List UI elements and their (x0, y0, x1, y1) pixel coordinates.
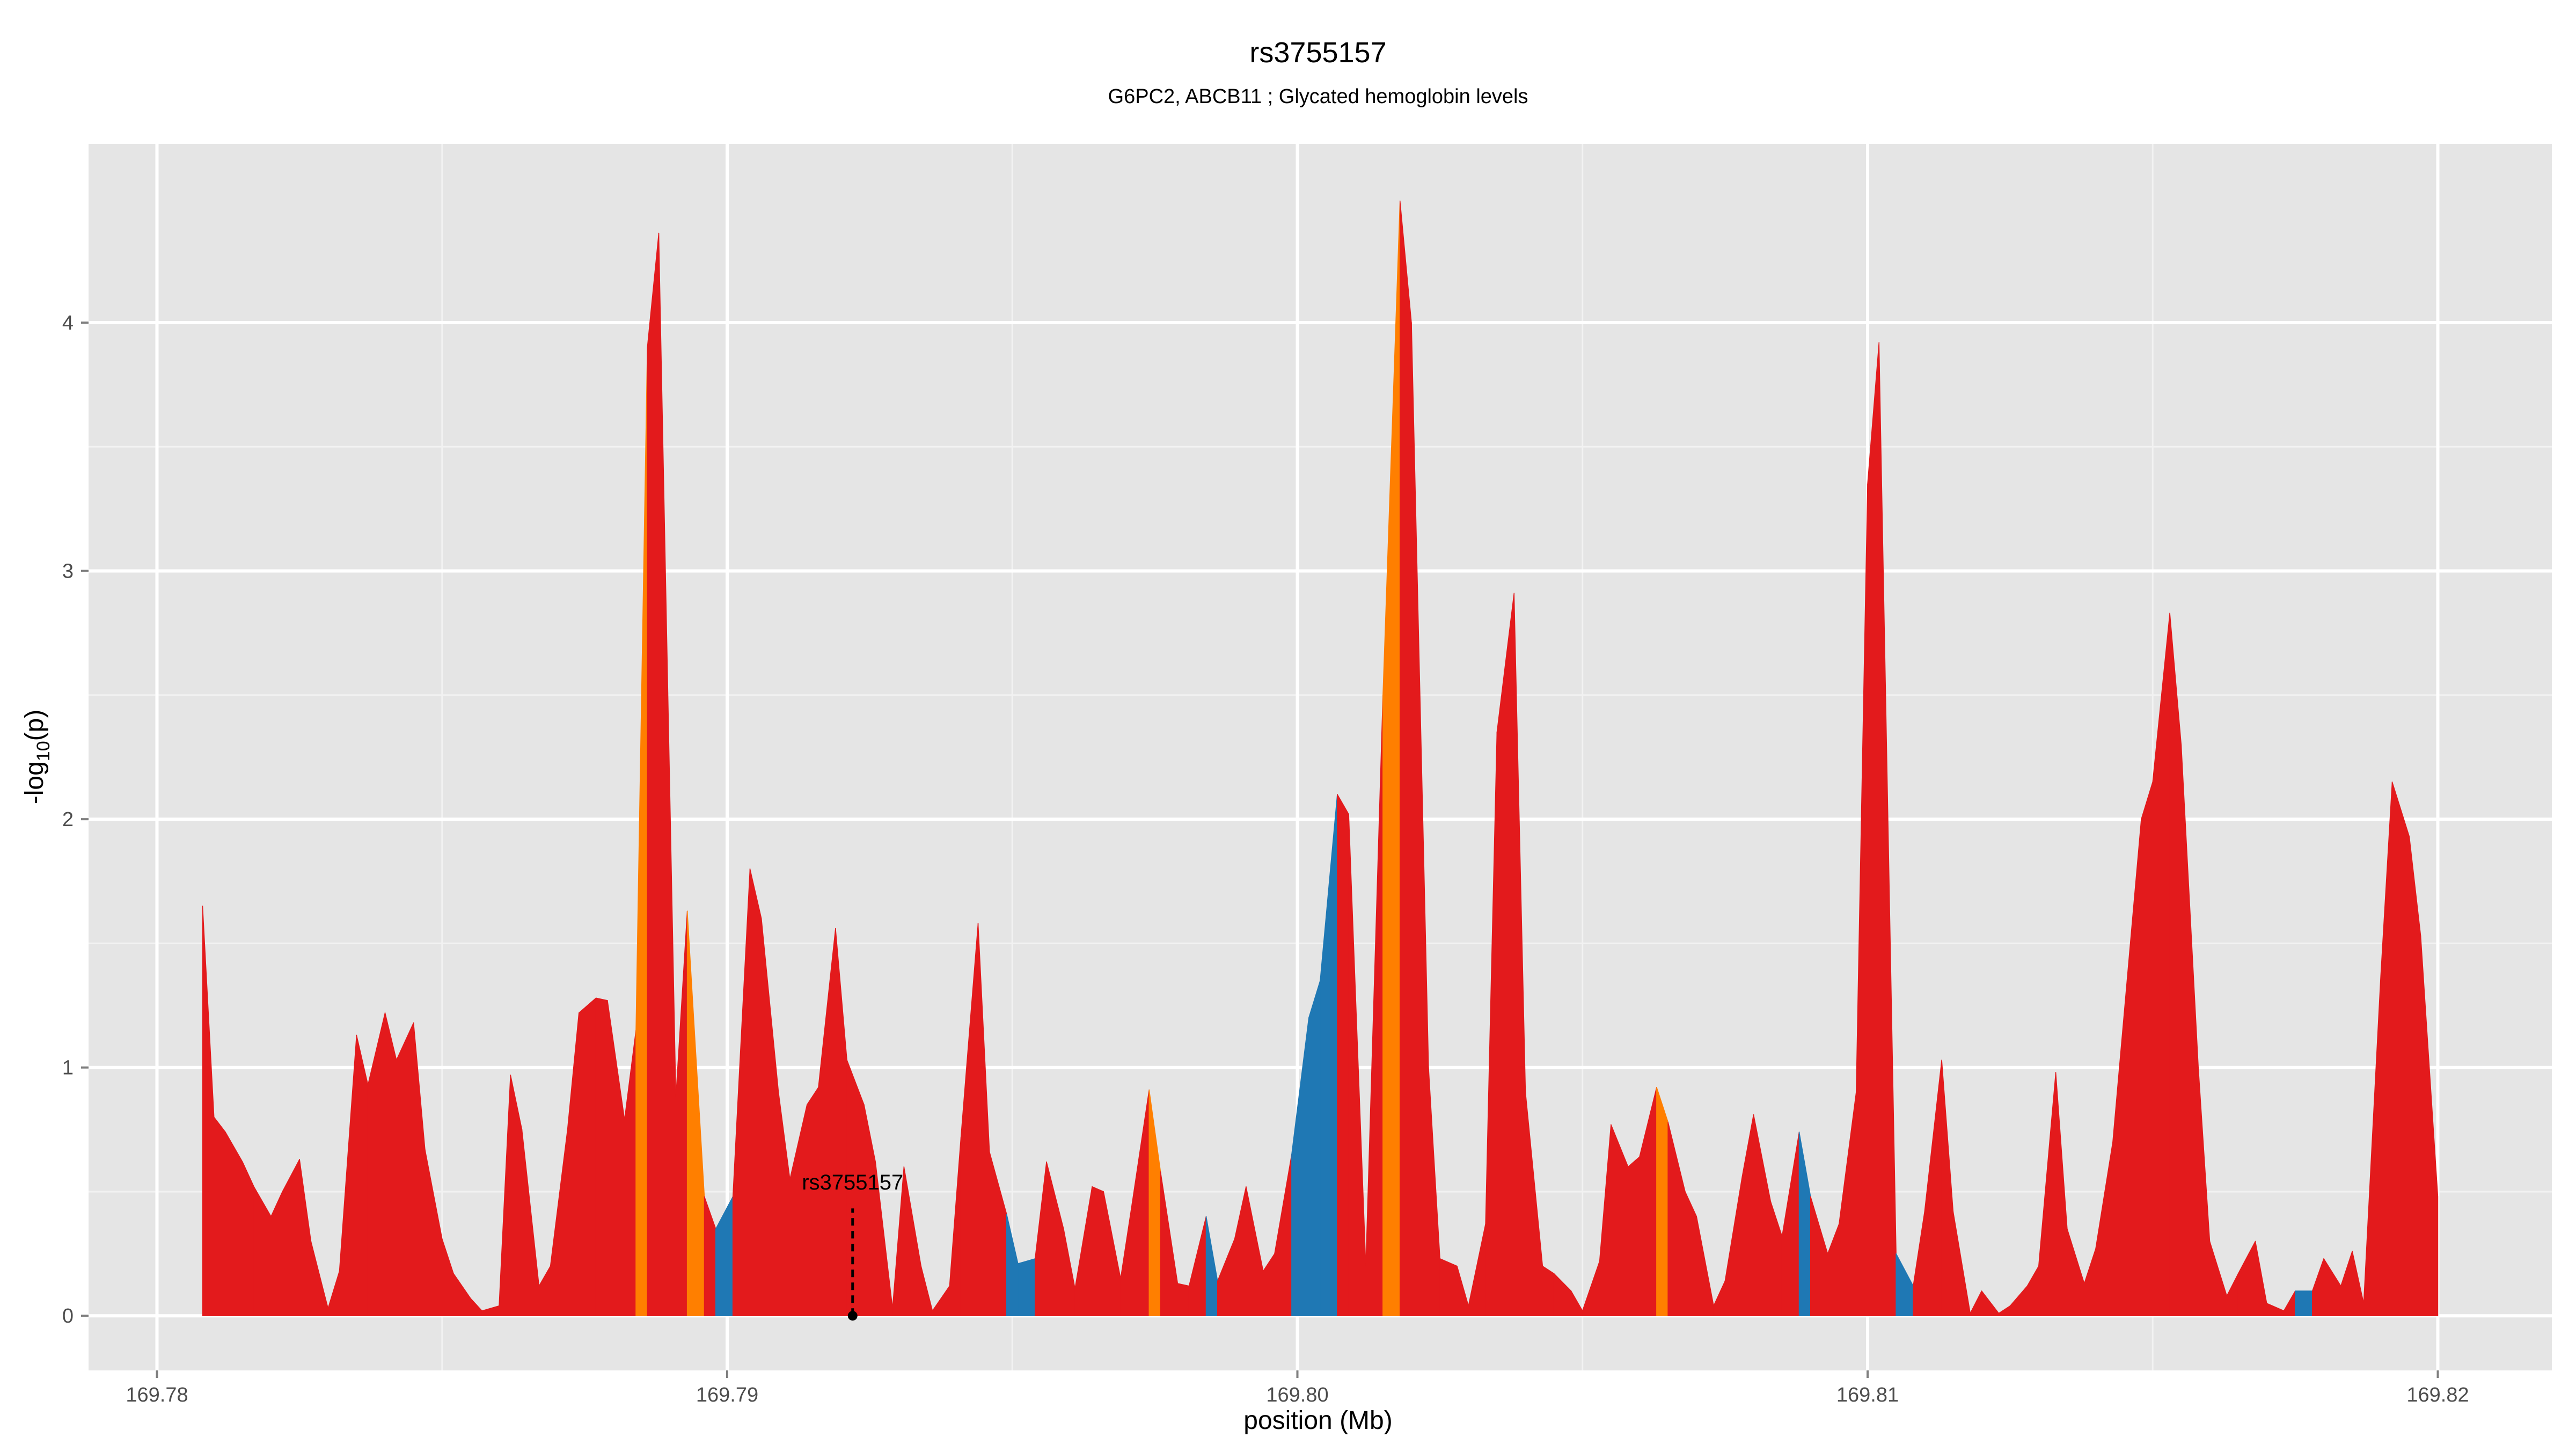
x-axis-tick-label: 169.82 (2406, 1384, 2469, 1406)
area-segment-red (242, 1161, 254, 1316)
area-segment-red (356, 1034, 369, 1316)
area-segment-red (2420, 935, 2439, 1316)
area-segment-red (225, 1132, 243, 1316)
axes: 169.78 169.79 169.80 169.81 169.82 0 1 2 3 4 (62, 312, 2469, 1406)
area-segment-red (595, 997, 608, 1316)
area-segment-red (1628, 1156, 1640, 1316)
x-axis-tick-label: 169.80 (1266, 1384, 1328, 1406)
area-segment-red (1337, 794, 1349, 1316)
y-axis-tick-label: 2 (62, 808, 74, 831)
x-axis-tick-label: 169.81 (1836, 1384, 1899, 1406)
area-segment-red (1867, 342, 1879, 1316)
chart-subtitle: G6PC2, ABCB11 ; Glycated hemoglobin leve… (1108, 85, 1528, 108)
y-axis-title-suffix: (p) (20, 710, 49, 741)
y-axis-tick-label: 1 (62, 1057, 74, 1079)
area-segment-red (214, 1117, 226, 1316)
area-segment-red (749, 868, 762, 1316)
area-segment-red (384, 1012, 397, 1316)
area-segment-red (1177, 1283, 1190, 1316)
area-segment-red (1542, 1265, 1555, 1316)
area-segment-orange (1656, 1086, 1668, 1316)
area-segment-red (1400, 200, 1412, 1316)
area-segment-red (2141, 782, 2153, 1316)
chart-title: rs3755157 (1249, 37, 1386, 69)
area-segment-blue (1308, 980, 1321, 1316)
association-area (202, 200, 2439, 1316)
y-axis-tick-label: 0 (62, 1305, 74, 1327)
area-segment-red (807, 1086, 819, 1316)
area-segment-red (647, 232, 660, 1316)
snp-marker-point (847, 1311, 858, 1321)
area-segment-blue (1018, 1258, 1036, 1316)
area-segment-red (396, 1022, 414, 1316)
area-segment-blue (2295, 1290, 2313, 1316)
snp-annotation: rs3755157 (802, 1171, 903, 1321)
snp-marker-label: rs3755157 (802, 1171, 903, 1194)
y-axis-title-main: -log (20, 761, 49, 804)
y-axis-tick-label: 3 (62, 560, 74, 583)
area-segment-red (1439, 1258, 1458, 1316)
area-segment-red (2391, 782, 2410, 1316)
area-segment-red (1092, 1186, 1104, 1316)
y-axis-title: -log10(p) (20, 710, 54, 805)
x-axis-title: position (Mb) (1243, 1406, 1392, 1435)
area-segment-red (579, 997, 597, 1316)
y-axis-tick-label: 4 (62, 312, 74, 334)
x-axis-tick-label: 169.78 (126, 1384, 188, 1406)
y-axis-title-subscript: 10 (33, 741, 54, 761)
x-axis-tick-label: 169.79 (696, 1384, 758, 1406)
